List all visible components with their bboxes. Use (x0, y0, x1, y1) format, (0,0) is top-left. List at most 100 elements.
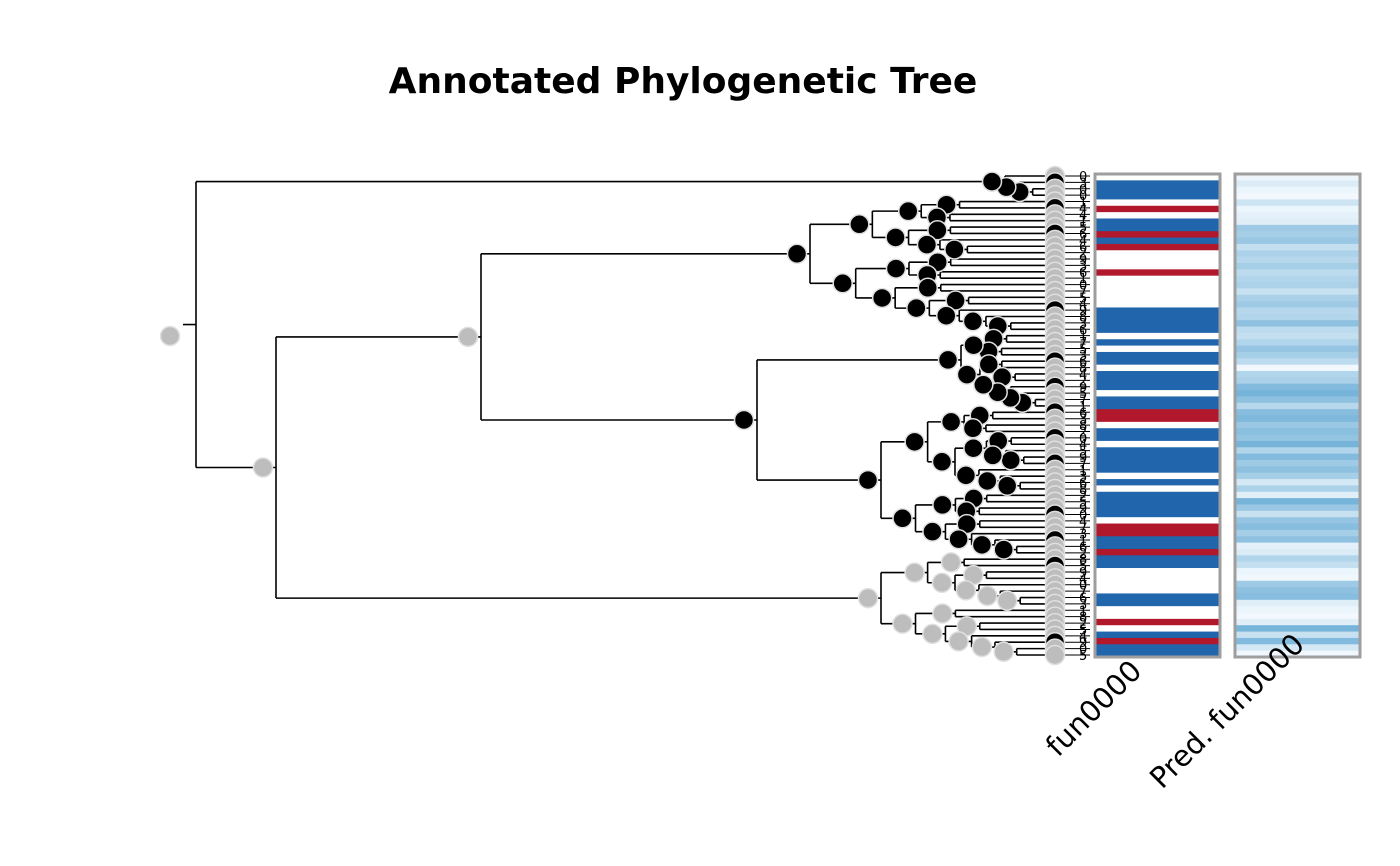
predicted-cell (1235, 523, 1360, 531)
predicted-cell (1235, 256, 1360, 264)
predicted-cell (1235, 612, 1360, 620)
tip-label: 2 (1079, 425, 1087, 440)
observed-cell (1095, 523, 1220, 531)
observed-cell (1095, 485, 1220, 493)
node-marker-known (971, 534, 993, 556)
observed-cell (1095, 224, 1220, 232)
tip-label: 7 (1079, 521, 1087, 536)
observed-cell (1095, 262, 1220, 270)
observed-cell (1095, 243, 1220, 251)
observed-cell (1095, 447, 1220, 455)
tip-label: 1 (1079, 272, 1087, 287)
tip-label: 5 (1079, 560, 1087, 575)
tip-label: 5 (1079, 496, 1087, 511)
predicted-cell (1235, 459, 1360, 467)
observed-cell (1095, 529, 1220, 537)
observed-cell (1095, 371, 1220, 378)
observed-cell (1095, 644, 1220, 652)
tip-label: 7 (1079, 394, 1087, 409)
tip-labels: 0300144156462936107549836175368429571638… (1044, 165, 1090, 666)
predicted-cell (1235, 409, 1360, 417)
tip-label: 4 (1079, 438, 1087, 453)
node-marker-known (932, 494, 953, 516)
predicted-cell (1235, 517, 1360, 525)
node-marker-unknown (159, 325, 181, 347)
node-marker-known (927, 220, 948, 241)
observed-cell (1095, 275, 1220, 283)
observed-cell (1095, 472, 1220, 480)
node-marker-unknown (971, 636, 993, 658)
tip-label: 9 (1079, 451, 1087, 466)
node-marker-known (955, 465, 977, 486)
predicted-cell (1235, 364, 1360, 372)
tip-label: 6 (1079, 406, 1087, 421)
predicted-cell (1235, 574, 1360, 582)
observed-cell (1095, 358, 1220, 366)
tip-label: 7 (1079, 585, 1087, 600)
observed-cell (1095, 428, 1220, 436)
tip-marker (1044, 644, 1066, 666)
tip-label: 7 (1079, 457, 1087, 472)
observed-cell (1095, 288, 1220, 296)
node-marker-known (885, 227, 906, 248)
panel-label-observed: fun0000 (1039, 654, 1148, 763)
predicted-cell (1235, 637, 1360, 645)
node-marker-unknown (955, 580, 977, 601)
node-marker-unknown (940, 552, 962, 573)
observed-cell (1095, 498, 1220, 506)
observed-cell (1095, 345, 1220, 353)
node-marker-known (871, 287, 893, 309)
observed-cell (1095, 351, 1220, 359)
node-marker-known (906, 297, 927, 319)
tip-label: 2 (1079, 617, 1087, 632)
tip-label: 8 (1079, 311, 1087, 326)
predicted-cell (1235, 186, 1360, 194)
tip-label: 8 (1079, 553, 1087, 568)
observed-cell (1095, 218, 1220, 226)
node-marker-known (832, 273, 853, 294)
tip-label: 4 (1079, 630, 1087, 645)
tip-label: 1 (1079, 464, 1087, 479)
predicted-cell (1235, 491, 1360, 499)
tip-label: 6 (1079, 592, 1087, 607)
node-marker-known (922, 521, 943, 542)
predicted-cell (1235, 212, 1360, 220)
node-marker-unknown (892, 613, 913, 634)
tip-label: 7 (1079, 285, 1087, 300)
node-marker-unknown (931, 572, 953, 594)
observed-cell (1095, 479, 1220, 487)
observed-cell (1095, 440, 1220, 448)
tip-label: 5 (1079, 291, 1087, 306)
observed-cell (1095, 402, 1220, 410)
node-marker-known (948, 528, 969, 550)
observed-cell (1095, 180, 1220, 188)
tip-label: 5 (1079, 445, 1087, 460)
node-marker-known (849, 214, 870, 235)
predicted-cell (1235, 593, 1360, 601)
observed-cell (1095, 618, 1220, 626)
predicted-cell (1235, 561, 1360, 569)
tip-label: 6 (1079, 266, 1087, 281)
node-marker-unknown (996, 590, 1018, 611)
panel-border (1093, 172, 1222, 659)
predicted-cell (1235, 644, 1360, 652)
node-marker-known (962, 311, 984, 332)
node-marker-known (733, 409, 755, 431)
observed-cell (1095, 637, 1220, 645)
observed-cell (1095, 250, 1220, 258)
node-marker-known (786, 243, 808, 265)
observed-cell (1095, 231, 1220, 239)
tip-label: 9 (1079, 636, 1087, 651)
tip-label: 0 (1079, 579, 1087, 594)
predicted-cell (1235, 472, 1360, 480)
observed-cell (1095, 587, 1220, 595)
tip-label: 9 (1079, 304, 1087, 319)
node-marker-known (892, 508, 913, 529)
node-marker-known (962, 418, 984, 439)
node-marker-known (963, 437, 984, 459)
predicted-cell (1235, 250, 1360, 258)
observed-cell (1095, 313, 1220, 321)
observed-cell (1095, 568, 1220, 575)
predicted-cell (1235, 536, 1360, 544)
